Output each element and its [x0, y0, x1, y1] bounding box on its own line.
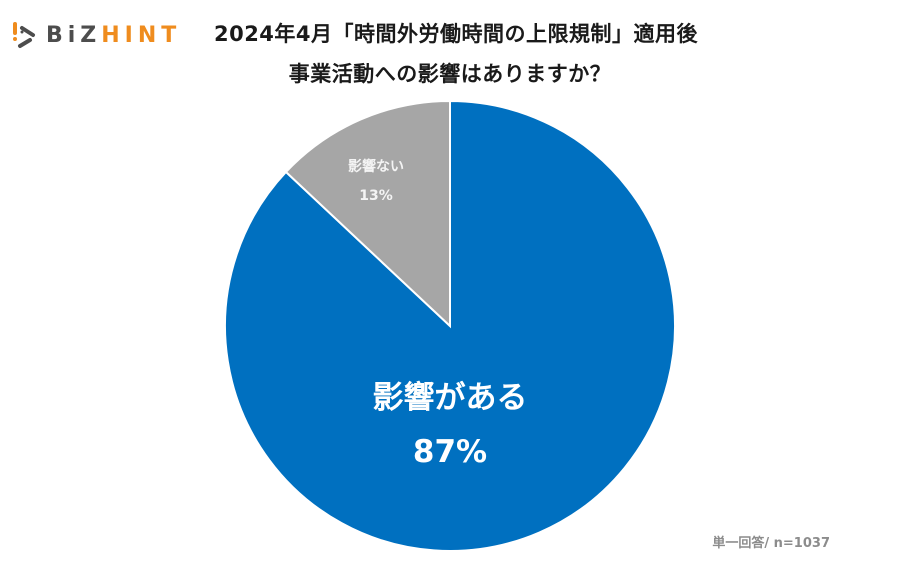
slice-label-affected-value: 87% [412, 434, 488, 470]
slice-label-not-affected-text: 影響ない [348, 159, 404, 175]
chart-title-line1: 2024年4月「時間外労働時間の上限規制」適用後 [213, 22, 699, 46]
chart-title-line2: 事業活動への影響はありますか？ [288, 62, 612, 86]
pie-slice-not-affected [284, 99, 451, 329]
sample-size-note: 単一回答/ n=1037 [712, 536, 830, 551]
logo-text-biz: BiZ [46, 22, 102, 48]
bizhint-logo-icon [13, 22, 35, 48]
bizhint-logo: BiZHINT [8, 12, 208, 58]
slice-label-not-affected-value: 13% [359, 188, 393, 204]
logo-text-hint: HINT [101, 22, 182, 48]
slice-label-affected-text: 影響がある [372, 380, 528, 416]
